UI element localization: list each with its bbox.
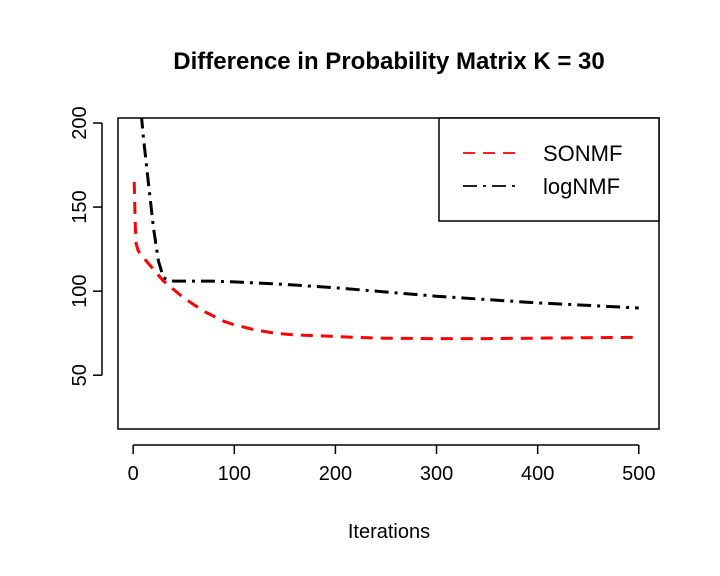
x-axis-label: Iterations <box>348 521 430 543</box>
x-tick-label: 400 <box>521 463 554 485</box>
chart-title: Difference in Probability Matrix K = 30 <box>173 48 604 75</box>
legend-box <box>438 117 660 222</box>
x-tick-label: 0 <box>128 463 139 485</box>
legend-label-sonmf: SONMF <box>543 141 622 166</box>
plot-frame <box>117 117 660 430</box>
legend-label-lognmf: logNMF <box>543 174 620 199</box>
series-line-lognmf <box>140 118 639 310</box>
x-tick-label: 500 <box>622 463 655 485</box>
x-tick-label: 200 <box>319 463 352 485</box>
y-tick-label: 150 <box>69 190 91 223</box>
x-tick-label: 300 <box>420 463 453 485</box>
legend: SONMF logNMF <box>438 117 660 222</box>
y-axis: 50 100 150 200 <box>69 106 103 386</box>
x-axis: 0 100 200 300 400 500 <box>128 444 655 485</box>
y-tick-label: 50 <box>69 364 91 386</box>
x-tick-label: 100 <box>218 463 251 485</box>
y-tick-label: 100 <box>69 274 91 307</box>
series-line-sonmf <box>132 181 639 341</box>
y-tick-label: 200 <box>69 106 91 139</box>
series-layer <box>132 118 639 341</box>
